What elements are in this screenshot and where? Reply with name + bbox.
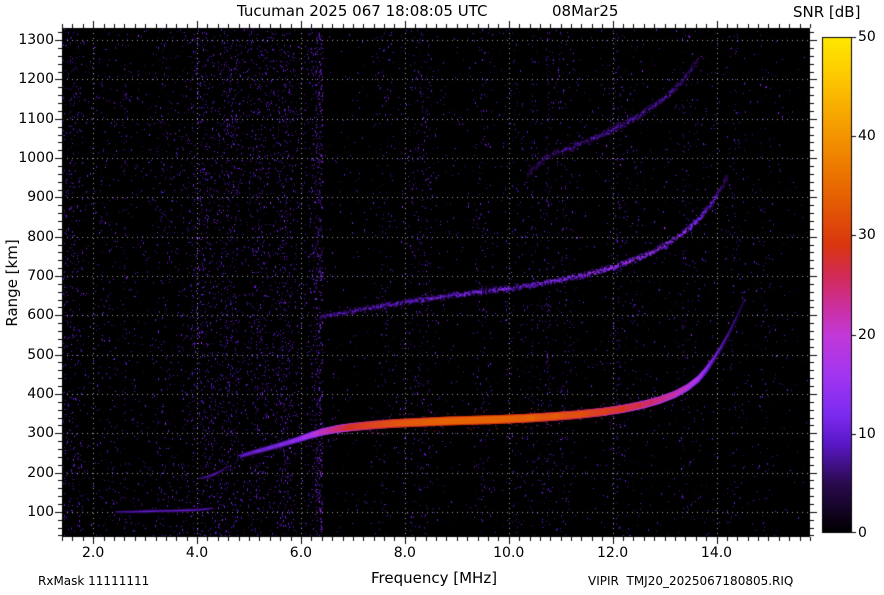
x-tick-label: 8.0: [393, 545, 416, 561]
colorbar-tick-label: 10: [858, 425, 876, 442]
colorbar-title: SNR [dB]: [793, 3, 861, 21]
rxmask-label: RxMask 11111111: [38, 574, 150, 588]
y-tick-label: 1100: [18, 110, 54, 127]
x-tick-label: 10.0: [493, 545, 525, 561]
y-tick-label: 1000: [18, 150, 54, 167]
y-tick-label: 300: [27, 425, 54, 442]
x-tick-label: 4.0: [185, 545, 209, 561]
x-tick-label: 14.0: [700, 545, 733, 561]
colorbar-tick-label: 30: [858, 227, 876, 244]
y-tick-label: 200: [27, 464, 54, 481]
y-tick-label: 600: [27, 307, 54, 324]
y-tick-label: 1300: [18, 32, 54, 49]
x-tick-label: 2.0: [82, 545, 105, 561]
x-axis-label: Frequency [MHz]: [371, 569, 498, 587]
y-tick-label: 700: [27, 268, 54, 284]
y-tick-label: 1200: [18, 71, 54, 88]
colorbar-tick-label: 0: [858, 525, 867, 541]
x-tick-label: 6.0: [289, 545, 313, 561]
colorbar-tick-label: 50: [858, 29, 876, 45]
header-date: 08Mar25: [552, 2, 619, 20]
page-title: Tucuman 2025 067 18:08:05 UTC: [237, 2, 488, 20]
y-tick-label: 800: [27, 228, 54, 245]
y-tick-label: 500: [27, 346, 54, 363]
y-tick-label: 400: [27, 385, 54, 402]
colorbar-tick-label: 20: [858, 326, 876, 343]
colorbar-tick-label: 40: [858, 128, 876, 145]
x-tick-label: 12.0: [597, 545, 629, 561]
y-tick-label: 100: [27, 503, 54, 520]
y-tick-label: 900: [27, 189, 54, 206]
file-name-label: VIPIR TMJ20_2025067180805.RIQ: [588, 574, 794, 588]
